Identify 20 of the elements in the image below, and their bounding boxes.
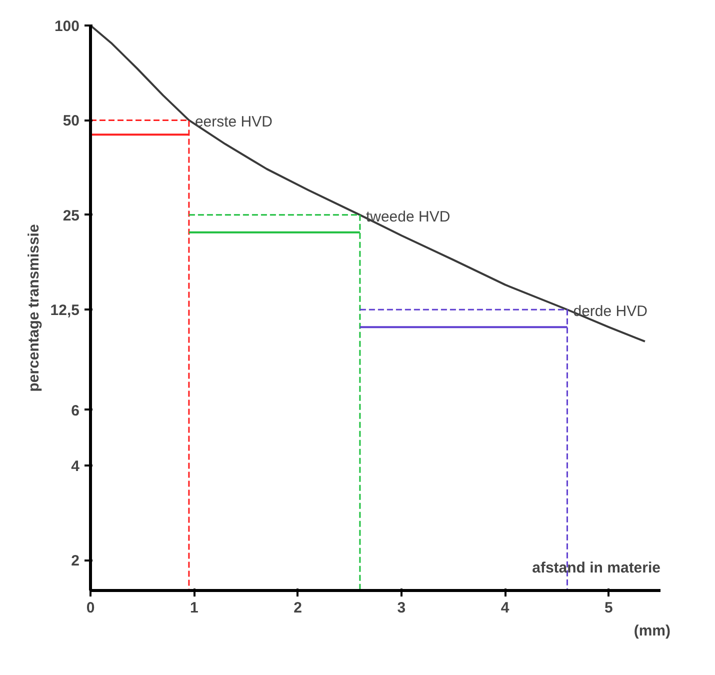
annotation: derde HVD xyxy=(573,303,648,320)
line-series xyxy=(90,26,646,342)
x-tick-label: 4 xyxy=(500,600,510,616)
y-tick-label: 6 xyxy=(71,402,80,420)
y-tick-label: 2 xyxy=(71,552,80,570)
y-axis-title: percentage transmissie xyxy=(25,224,42,392)
annotation: tweede HVD xyxy=(366,208,450,226)
x-tick-label: 2 xyxy=(294,600,302,616)
y-tick-label: 4 xyxy=(71,458,80,475)
x-tick-label: 0 xyxy=(86,600,95,616)
y-tick-label: 50 xyxy=(62,112,80,130)
x-tick-label: 1 xyxy=(190,600,198,616)
x-tick-label: 3 xyxy=(397,600,406,616)
y-tick-label: 25 xyxy=(62,207,80,224)
annotation: eerste HVD xyxy=(194,114,273,131)
text: (mm) xyxy=(634,622,671,640)
x-tick-label: 5 xyxy=(604,600,613,616)
x-axis-title: afstand in materie xyxy=(532,560,661,576)
y-tick-label: 12,5 xyxy=(50,302,80,320)
y-tick-label: 100 xyxy=(54,18,80,35)
